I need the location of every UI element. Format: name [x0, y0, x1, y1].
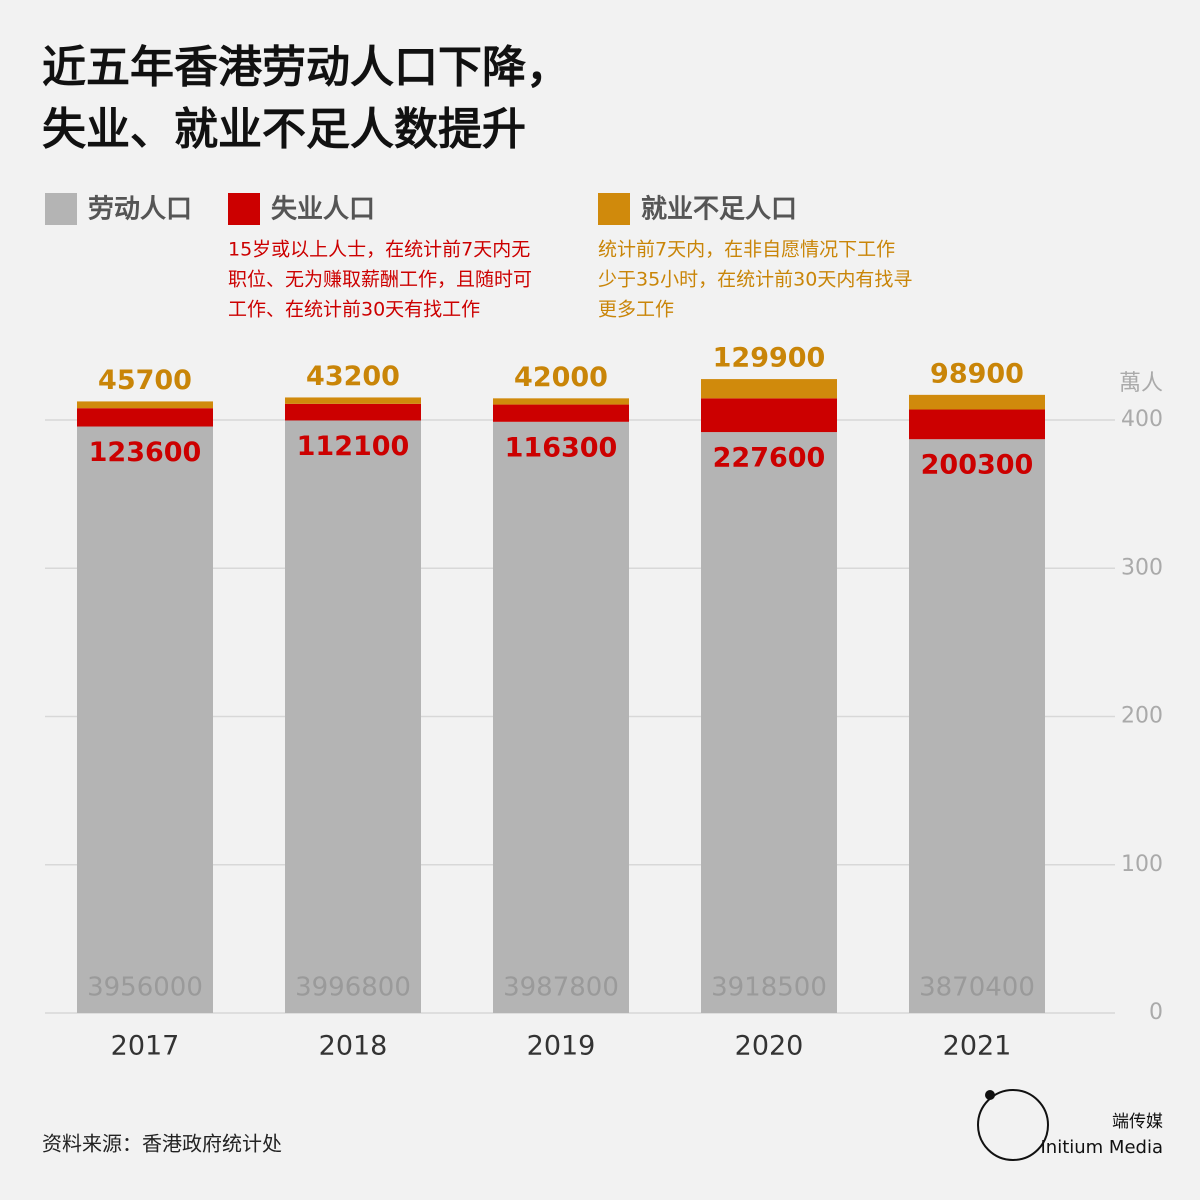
bar-segment: [285, 397, 421, 404]
x-tick-label: 2019: [527, 1031, 596, 1062]
y-tick-label: 100: [1121, 852, 1163, 877]
y-tick-label: 400: [1121, 407, 1163, 432]
bar-segment: [701, 398, 837, 433]
value-label: 112100: [297, 431, 410, 462]
legend-note: 更多工作: [598, 299, 674, 321]
bar-segment: [285, 420, 421, 1014]
bar-segment: [909, 409, 1045, 440]
legend-note: 少于35小时，在统计前30天内有找寻: [598, 269, 912, 291]
value-label: 43200: [306, 361, 400, 392]
x-tick-label: 2020: [735, 1031, 804, 1062]
y-tick-label: 0: [1149, 1000, 1163, 1025]
value-label: 129900: [713, 343, 826, 374]
value-label: 200300: [921, 450, 1034, 481]
value-label: 3987800: [503, 973, 619, 1003]
legend-swatch: [228, 193, 260, 225]
legend-label: 就业不足人口: [641, 195, 797, 225]
value-label: 3996800: [295, 973, 411, 1003]
y-tick-label: 200: [1121, 704, 1163, 729]
legend-note: 职位、无为赚取薪酬工作，且随时可: [228, 269, 532, 291]
value-label: 45700: [98, 365, 192, 396]
source: 资料来源：香港政府统计处: [42, 1132, 282, 1156]
value-label: 3918500: [711, 973, 827, 1003]
legend-label: 劳动人口: [88, 195, 192, 225]
legend-note: 15岁或以上人士，在统计前7天内无: [228, 239, 530, 261]
bar-segment: [909, 394, 1045, 410]
value-label: 98900: [930, 358, 1024, 389]
bar-segment: [77, 401, 213, 409]
x-tick-label: 2017: [111, 1031, 180, 1062]
legend-swatch: [598, 193, 630, 225]
value-label: 3956000: [87, 973, 203, 1003]
value-label: 116300: [505, 432, 618, 463]
bar-segment: [285, 403, 421, 421]
brand-en: Initium Media: [1040, 1137, 1163, 1158]
bar-segment: [77, 426, 213, 1013]
logo-dot: [985, 1090, 995, 1100]
y-tick-label: 300: [1121, 555, 1163, 580]
bar-segment: [909, 439, 1045, 1013]
bar-segment: [701, 432, 837, 1013]
bar-segment: [493, 421, 629, 1013]
brand-cn: 端传媒: [1112, 1112, 1163, 1132]
bar-segment: [701, 379, 837, 399]
legend-note: 工作、在统计前30天有找工作: [228, 299, 480, 321]
value-label: 42000: [514, 362, 608, 393]
chart-title: 近五年香港劳动人口下降，: [42, 42, 570, 93]
logo: [977, 1089, 1049, 1161]
value-label: 3870400: [919, 973, 1035, 1003]
legend-swatch: [45, 193, 77, 225]
bar-segment: [493, 404, 629, 422]
bar-segment: [493, 398, 629, 405]
value-label: 123600: [89, 437, 202, 468]
x-tick-label: 2018: [319, 1031, 388, 1062]
legend-label: 失业人口: [271, 195, 375, 225]
value-label: 227600: [713, 443, 826, 474]
bar-segment: [77, 408, 213, 427]
y-unit: 萬人: [1119, 371, 1163, 396]
legend-note: 统计前7天内，在非自愿情况下工作: [598, 239, 895, 261]
x-tick-label: 2021: [943, 1031, 1012, 1062]
chart-title: 失业、就业不足人数提升: [42, 104, 526, 155]
